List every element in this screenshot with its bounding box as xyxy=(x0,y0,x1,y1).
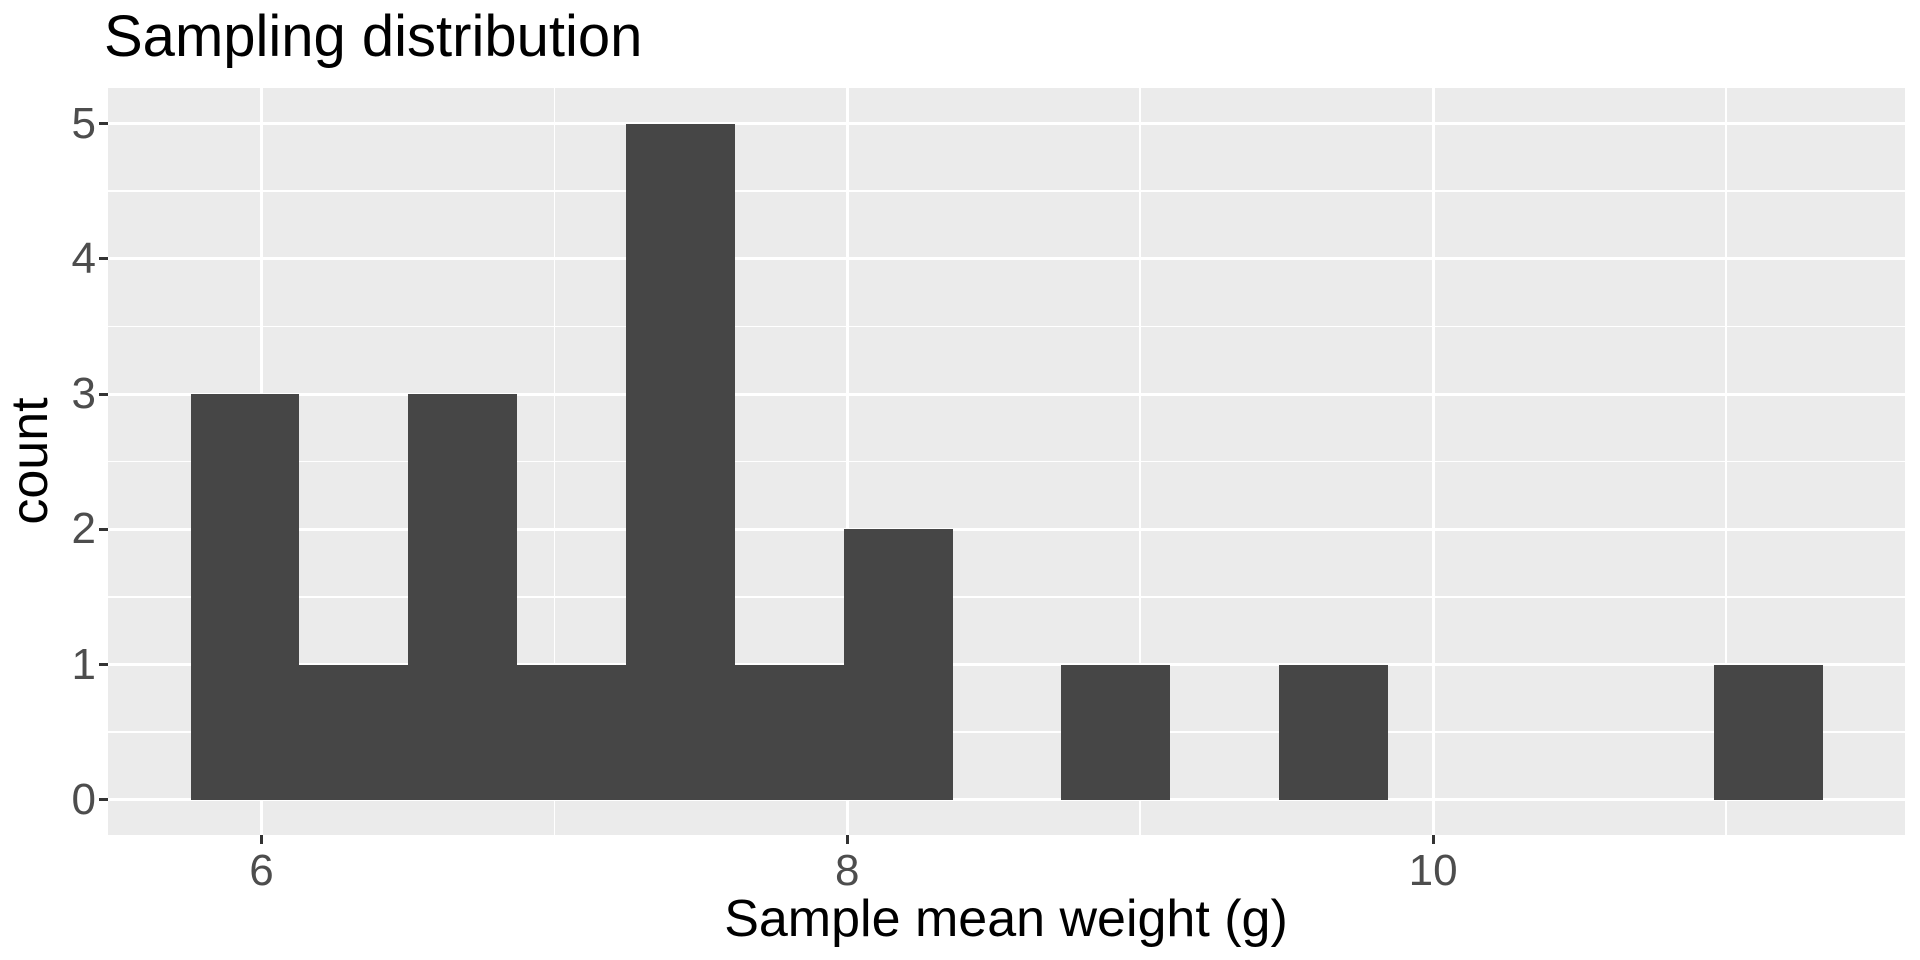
x-tick-label: 6 xyxy=(249,846,274,895)
y-tick-label: 4 xyxy=(71,233,96,283)
y-minor-gridline xyxy=(108,190,1905,192)
y-major-gridline xyxy=(108,527,1905,531)
x-minor-gridline xyxy=(1725,88,1727,835)
x-tick-mark xyxy=(259,835,263,844)
y-tick-mark xyxy=(99,527,108,531)
y-tick-mark xyxy=(99,392,108,396)
histogram-bar xyxy=(1714,664,1824,800)
histogram-bar xyxy=(190,394,300,800)
y-minor-gridline xyxy=(108,596,1905,598)
y-minor-gridline xyxy=(108,325,1905,328)
y-tick-mark xyxy=(99,663,108,667)
histogram-bar xyxy=(734,664,844,800)
x-minor-gridline xyxy=(1139,88,1141,835)
y-minor-gridline xyxy=(108,731,1905,733)
plot-panel xyxy=(108,88,1905,835)
y-tick-label: 3 xyxy=(71,369,96,419)
histogram-bar xyxy=(408,394,518,800)
y-major-gridline xyxy=(108,257,1905,261)
x-major-gridline xyxy=(845,88,849,835)
y-minor-gridline xyxy=(108,460,1905,463)
y-tick-mark xyxy=(99,122,108,126)
plot-title: Sampling distribution xyxy=(104,4,643,69)
y-axis-title: count xyxy=(1,397,59,525)
x-minor-gridline xyxy=(553,88,556,835)
y-major-gridline xyxy=(108,798,1905,802)
y-major-gridline xyxy=(108,122,1905,126)
histogram-bar xyxy=(1279,664,1388,800)
x-tick-mark xyxy=(1431,835,1435,844)
y-tick-label: 0 xyxy=(71,774,96,824)
x-tick-label: 10 xyxy=(1408,846,1458,895)
y-major-gridline xyxy=(108,392,1905,396)
histogram-bar xyxy=(299,664,409,800)
x-axis-title: Sample mean weight (g) xyxy=(724,890,1288,948)
x-major-gridline xyxy=(1431,88,1435,835)
y-tick-label: 1 xyxy=(71,639,96,689)
histogram-bar xyxy=(843,529,953,800)
x-tick-mark xyxy=(845,835,849,844)
histogram-bar xyxy=(517,664,626,800)
x-tick-label: 8 xyxy=(835,846,860,895)
y-tick-label: 5 xyxy=(71,98,96,148)
y-major-gridline xyxy=(108,663,1905,667)
histogram-bar xyxy=(625,123,735,800)
y-tick-label: 2 xyxy=(71,504,96,554)
y-tick-mark xyxy=(99,257,108,261)
y-tick-mark xyxy=(99,798,108,802)
histogram-bar xyxy=(1061,664,1171,800)
